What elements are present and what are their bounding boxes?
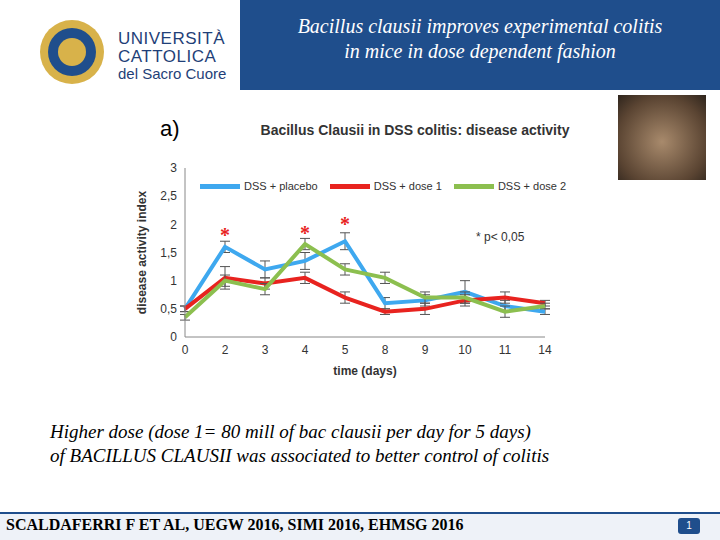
html-text:Higher dose (dose 1= 80 mill o: Higher dose (dose 1= 80 mill of bac clau… [50, 421, 531, 442]
html-text:del Sacro Cuore: del Sacro Cuore [118, 64, 227, 82]
svg-text:1: 1 [170, 274, 177, 288]
svg-text:time (days): time (days) [333, 364, 396, 378]
svg-text:1,5: 1,5 [160, 246, 177, 260]
svg-text:2,5: 2,5 [160, 189, 177, 203]
svg-text:0: 0 [182, 343, 189, 357]
svg-text:disease activity index: disease activity index [135, 190, 149, 314]
svg-text:2: 2 [170, 218, 177, 232]
svg-text:0,5: 0,5 [160, 302, 177, 316]
svg-text:11: 11 [499, 343, 512, 357]
svg-text:*: * [300, 222, 310, 244]
html-text:DSS + dose 2: DSS + dose 2 [497, 180, 567, 192]
svg-text:*: * [340, 213, 350, 235]
html-text:in mice in dose dependent fash: in mice in dose dependent fashion [344, 40, 616, 62]
html-text:a): a) [160, 116, 180, 141]
html-text:DSS + dose 1: DSS + dose 1 [373, 180, 442, 192]
svg-text:14: 14 [538, 343, 552, 357]
html-text:Bacillus clausii improves expe: Bacillus clausii improves experimental c… [297, 15, 663, 37]
html-text:of BACILLUS CLAUSII was associ: of BACILLUS CLAUSII was associated to be… [50, 444, 550, 466]
svg-text:10: 10 [458, 343, 472, 357]
html-text:DSS + placebo: DSS + placebo [244, 180, 318, 192]
html-text:Bacillus Clausii in DSS coliti: Bacillus Clausii in DSS colitis: disease… [260, 122, 570, 138]
html-text:SCALDAFERRI F ET AL, UEGW 2016: SCALDAFERRI F ET AL, UEGW 2016, SIMI 201… [6, 516, 464, 533]
svg-text:0: 0 [170, 330, 177, 344]
svg-text:9: 9 [422, 343, 429, 357]
html-text:1: 1 [686, 520, 692, 531]
svg-text:4: 4 [302, 343, 309, 357]
svg-text:3: 3 [170, 161, 177, 175]
svg-text:5: 5 [342, 343, 349, 357]
svg-text:8: 8 [382, 343, 389, 357]
svg-text:3: 3 [262, 343, 269, 357]
svg-text:*: * [220, 224, 230, 246]
html-text:UNIVERSITÀ: UNIVERSITÀ [118, 29, 225, 48]
html-text:CATTOLICA: CATTOLICA [118, 46, 217, 66]
svg-text:2: 2 [222, 343, 229, 357]
html-text:* p< 0,05: * p< 0,05 [476, 230, 525, 244]
